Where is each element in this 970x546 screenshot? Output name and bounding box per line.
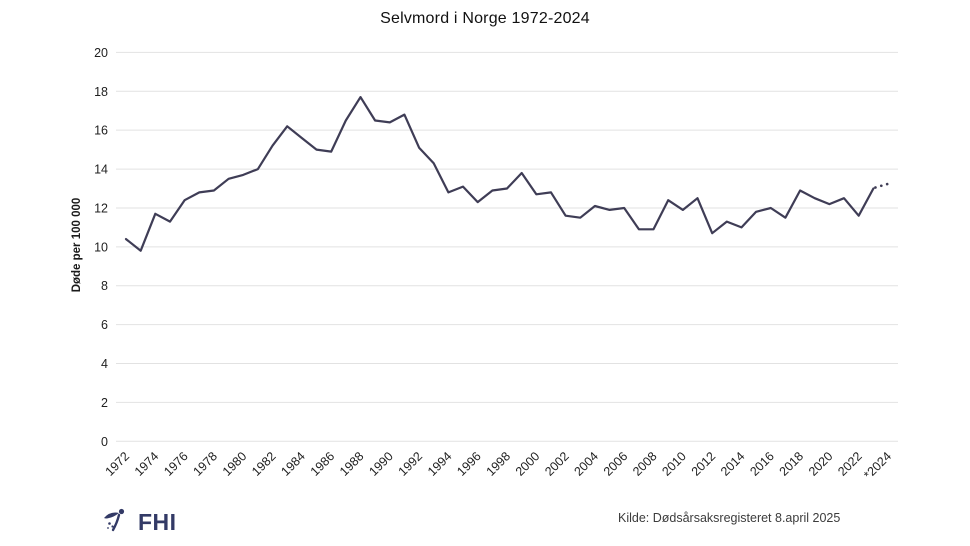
x-tick-label: *2024: [861, 449, 894, 482]
fhi-logo-text: FHI: [138, 508, 177, 535]
y-tick-label: 0: [101, 435, 108, 449]
x-tick-label: 2022: [835, 449, 865, 479]
x-tick-label: 1990: [366, 449, 396, 479]
y-tick-label: 6: [101, 318, 108, 332]
x-tick-label: 1998: [484, 449, 514, 479]
x-tick-label: 1972: [103, 449, 133, 479]
x-tick-label: 1974: [132, 449, 162, 479]
gridlines: [116, 51, 898, 442]
x-tick-label: 1988: [337, 449, 367, 479]
x-tick-label: 2016: [747, 449, 777, 479]
y-tick-label: 4: [101, 357, 108, 371]
x-tick-label: 1994: [425, 449, 455, 479]
x-axis-tick-labels: 1972 1974 1976 1978 1980 1982 1984 1986 1988 1990…: [103, 449, 895, 482]
x-tick-label: 1992: [396, 449, 426, 479]
fhi-logo: FHI: [100, 505, 177, 539]
source-text: Kilde: Dødsårsaksregisteret 8.april 2025: [618, 511, 841, 525]
y-tick-label: 12: [94, 201, 108, 215]
x-tick-label: 2006: [601, 449, 631, 479]
x-tick-label: 2012: [689, 449, 719, 479]
y-tick-label: 18: [94, 85, 108, 99]
y-tick-label: 8: [101, 279, 108, 293]
x-tick-label: 2008: [630, 449, 660, 479]
x-tick-label: 1978: [190, 449, 220, 479]
x-tick-label: 1984: [278, 449, 308, 479]
x-tick-label: 2018: [777, 449, 807, 479]
suicide-rate-line: [124, 96, 875, 252]
x-tick-label: 1980: [220, 449, 250, 479]
y-tick-label: 10: [94, 240, 108, 254]
x-tick-label: 2004: [571, 449, 601, 479]
x-tick-label: 2000: [513, 449, 543, 479]
x-tick-label: 1986: [308, 449, 338, 479]
x-tick-label: 2020: [806, 449, 836, 479]
x-tick-label: 1982: [249, 449, 279, 479]
x-tick-label: 2010: [659, 449, 689, 479]
fhi-logo-icon: [104, 508, 125, 532]
provisional-dotted-segment: [874, 181, 894, 189]
chart-title: Selvmord i Norge 1972-2024: [380, 10, 590, 27]
x-tick-label: 1976: [161, 449, 191, 479]
x-tick-label: 1996: [454, 449, 484, 479]
y-tick-label: 2: [101, 396, 108, 410]
x-tick-label: 2002: [542, 449, 572, 479]
y-tick-label: 16: [94, 124, 108, 138]
y-tick-label: 14: [94, 163, 108, 177]
y-axis-tick-labels: 0 2 4 6 8 10 12 14 16 18 20: [94, 46, 108, 449]
x-tick-label: 2014: [718, 449, 748, 479]
y-tick-label: 20: [94, 46, 108, 60]
